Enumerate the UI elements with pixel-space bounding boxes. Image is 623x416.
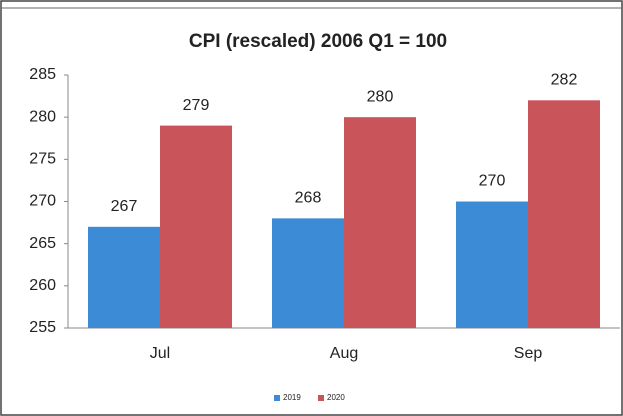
y-tick-label: 270 (29, 193, 56, 210)
data-label: 270 (479, 173, 506, 190)
bar (344, 117, 416, 329)
y-tick-label: 275 (29, 151, 56, 168)
legend-swatch (318, 395, 324, 401)
data-label: 280 (367, 88, 394, 105)
bar (88, 226, 160, 328)
data-label: 279 (183, 97, 210, 114)
bar (160, 125, 232, 328)
y-tick-label: 255 (29, 319, 56, 336)
x-tick-label: Sep (514, 345, 543, 362)
bar (528, 100, 600, 328)
chart-title: CPI (rescaled) 2006 Q1 = 100 (189, 31, 447, 52)
x-tick-label: Aug (330, 345, 358, 362)
x-tick-label: Jul (150, 345, 170, 362)
legend-label: 2019 (283, 393, 301, 402)
legend-label: 2020 (327, 393, 345, 402)
bar (456, 201, 528, 328)
y-tick-label: 265 (29, 235, 56, 252)
data-label: 282 (551, 72, 578, 89)
y-tick-label: 285 (29, 66, 56, 83)
data-label: 267 (111, 198, 138, 215)
data-label: 268 (295, 190, 322, 207)
y-tick-label: 260 (29, 277, 56, 294)
y-tick-label: 280 (29, 108, 56, 125)
bar (272, 218, 344, 328)
legend-swatch (274, 395, 280, 401)
